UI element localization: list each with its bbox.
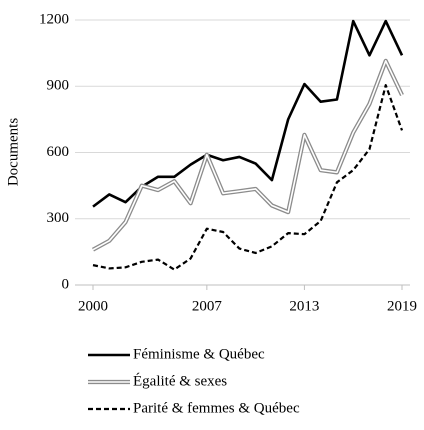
y-tick-label: 1200: [39, 11, 69, 27]
series-line: [92, 84, 404, 271]
y-axis-label: Documents: [5, 118, 21, 186]
x-tick-label: 2019: [387, 298, 417, 314]
series-line: [91, 58, 404, 252]
y-tick-label: 0: [62, 276, 70, 292]
legend-label: Parité & femmes & Québec: [133, 400, 300, 416]
series-line: [92, 19, 404, 208]
y-tick-label: 600: [47, 144, 70, 160]
y-tick-label: 900: [47, 78, 70, 94]
x-tick-label: 2000: [78, 298, 108, 314]
y-tick-label: 300: [47, 210, 70, 226]
legend-label: Égalité & sexes: [133, 372, 227, 389]
x-tick-label: 2007: [192, 298, 223, 314]
series-line: [92, 60, 403, 251]
legend-label: Féminisme & Québec: [133, 346, 265, 362]
x-tick-label: 2013: [289, 298, 319, 314]
